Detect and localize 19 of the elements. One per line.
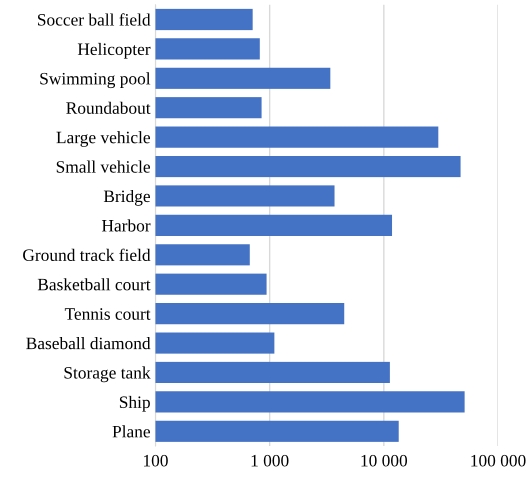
y-tick-label: Basketball court — [38, 278, 150, 290]
y-tick-label: Tennis court — [64, 308, 151, 320]
x-tick-label: 10 000 — [361, 454, 408, 467]
y-tick-label: Baseball diamond — [26, 337, 150, 350]
y-tick-label: Ground track field — [23, 248, 150, 261]
x-tick-label: 1 000 — [252, 454, 289, 467]
y-tick-label: Harbor — [102, 219, 150, 232]
y-tick-label: Storage tank — [64, 366, 151, 382]
y-tick-label: Roundabout — [66, 102, 150, 114]
y-tick-label: Swimming pool — [40, 72, 150, 88]
x-tick-label: 100 000 — [471, 454, 526, 467]
x-tick-label: 100 — [144, 454, 168, 467]
y-tick-label: Helicopter — [78, 42, 150, 59]
y-tick-label: Large vehicle — [56, 131, 150, 147]
y-tick-label: Small vehicle — [56, 160, 150, 173]
y-tick-label: Bridge — [104, 190, 150, 206]
y-tick-label: Soccer ball field — [38, 13, 150, 26]
y-tick-label: Ship — [120, 396, 150, 412]
y-tick-label: Plane — [112, 425, 150, 438]
